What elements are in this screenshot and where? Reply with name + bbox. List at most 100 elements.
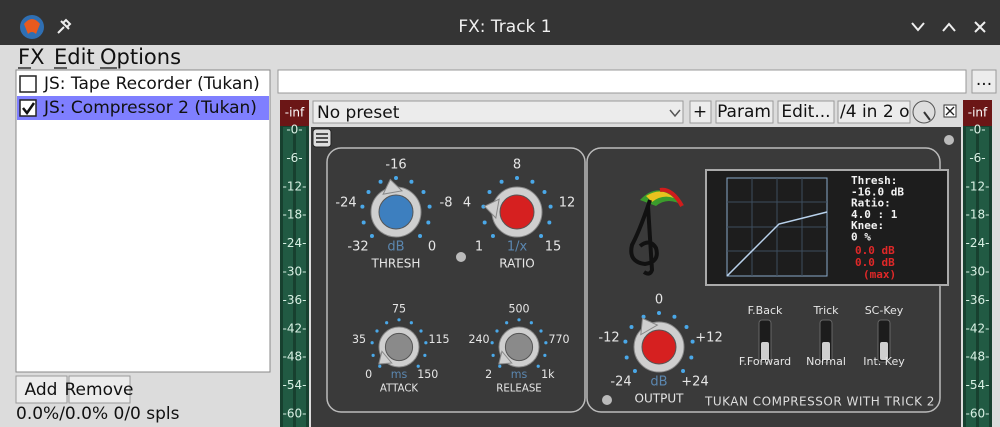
knob-label: -24 bbox=[335, 196, 356, 211]
knob-dot bbox=[641, 314, 646, 319]
left-panel bbox=[326, 147, 586, 413]
knob-name: RATIO bbox=[499, 257, 534, 271]
knob-dot bbox=[490, 234, 495, 239]
knob-label: -8 bbox=[440, 196, 453, 211]
meter-scale: -0- bbox=[286, 123, 302, 137]
knob-label: 150 bbox=[417, 368, 438, 381]
meter-channel bbox=[283, 127, 293, 427]
param-button[interactable] bbox=[715, 100, 774, 124]
transfer-curve bbox=[726, 211, 828, 277]
edit-button[interactable] bbox=[777, 100, 835, 124]
dropdown-arrow bbox=[669, 109, 681, 118]
knob-label: -32 bbox=[347, 240, 368, 255]
knob-label: 240 bbox=[468, 333, 489, 346]
meter-scale: -48- bbox=[283, 350, 307, 364]
knob-dot bbox=[529, 321, 533, 325]
display-line: -16.0 dB bbox=[851, 185, 904, 198]
knob-pointer bbox=[498, 350, 513, 365]
knob-dot bbox=[544, 341, 548, 345]
display-line: 0 % bbox=[851, 231, 871, 244]
meter-scale: -48- bbox=[966, 350, 990, 364]
knobs: -16 -24 -8 -32 dB 0 THRESH 8 4 12 1 1/x 15 RATIO 75 35 1… bbox=[335, 158, 722, 406]
meter-scale: -0- bbox=[969, 123, 985, 137]
knob-pointer bbox=[382, 178, 404, 195]
minimize-button[interactable] bbox=[911, 22, 925, 32]
preset-dropdown[interactable] bbox=[312, 100, 684, 124]
knob-dot bbox=[515, 176, 519, 180]
knob-unit: ms bbox=[391, 368, 408, 381]
knob-cap bbox=[504, 332, 534, 362]
switch-label: Normal bbox=[806, 355, 846, 368]
knob-label: 0 bbox=[655, 293, 663, 308]
knob-unit: dB bbox=[650, 375, 667, 390]
knob-dot bbox=[397, 318, 401, 322]
knob-dot bbox=[689, 355, 694, 360]
close-button[interactable] bbox=[974, 21, 986, 33]
display-line: 4.0 : 1 bbox=[851, 208, 898, 221]
knob-label: 8 bbox=[513, 158, 521, 173]
fx-item[interactable]: JS: Compressor 2 (Tukan) bbox=[43, 98, 257, 118]
maximize-button[interactable] bbox=[942, 22, 956, 32]
switch-lever bbox=[822, 342, 830, 360]
meter-peak bbox=[963, 100, 992, 126]
remove-label: Remove bbox=[65, 380, 134, 400]
knob-cap bbox=[641, 329, 677, 365]
fx-list bbox=[15, 69, 271, 373]
switch-label: SC-Key bbox=[865, 304, 904, 317]
knob-dot bbox=[378, 179, 383, 184]
fx-checkbox[interactable] bbox=[19, 75, 37, 93]
knob-dot bbox=[487, 190, 492, 195]
knob-dot bbox=[385, 321, 389, 325]
knob-dot bbox=[371, 353, 375, 358]
knob-dot bbox=[490, 341, 494, 345]
knob-cap bbox=[499, 194, 535, 230]
title-bar bbox=[0, 0, 1000, 45]
meter-scale: -60- bbox=[283, 407, 307, 421]
fx-item[interactable]: JS: Tape Recorder (Tukan) bbox=[43, 74, 260, 94]
preset-add-button[interactable] bbox=[689, 100, 712, 124]
remove-button[interactable] bbox=[68, 375, 131, 404]
knob-dot bbox=[366, 190, 371, 195]
knob-unit: ms bbox=[511, 368, 528, 381]
meter-scale: -42- bbox=[283, 321, 307, 335]
knob-dot bbox=[505, 321, 509, 325]
meter-scale: -6- bbox=[969, 151, 985, 165]
knob-dot bbox=[681, 369, 686, 374]
switch-label: Int. Key bbox=[863, 355, 905, 368]
knob-dot bbox=[547, 220, 552, 225]
browse-button[interactable] bbox=[971, 69, 997, 94]
switch-label: F.Back bbox=[748, 304, 783, 317]
knob-label: +12 bbox=[695, 331, 722, 346]
knob-name: THRESH bbox=[371, 257, 421, 271]
preset-name: No preset bbox=[317, 103, 400, 123]
knob-name: ATTACK bbox=[380, 384, 419, 395]
knob-dot bbox=[482, 220, 487, 225]
plugin-footer: TUKAN COMPRESSOR WITH TRICK 2 bbox=[704, 395, 935, 409]
menu-item[interactable]: FX bbox=[18, 45, 44, 69]
knob-dot bbox=[491, 353, 495, 358]
text-field[interactable] bbox=[277, 69, 967, 94]
menu-item[interactable]: Options bbox=[100, 45, 181, 69]
io-button[interactable] bbox=[837, 100, 911, 124]
pin-icon[interactable] bbox=[57, 18, 72, 34]
knob-label: -24 bbox=[610, 375, 631, 390]
knob-label: 15 bbox=[545, 240, 562, 255]
meter-channel bbox=[979, 127, 989, 427]
knob-unit: 1/x bbox=[507, 240, 528, 255]
knob-dot bbox=[370, 341, 374, 345]
screw bbox=[602, 395, 612, 405]
display-line: Thresh: bbox=[851, 174, 897, 187]
knob-dot bbox=[548, 204, 553, 209]
meter-scale: -18- bbox=[283, 208, 307, 222]
status-text: 0.0%/0.0% 0/0 spls bbox=[16, 404, 180, 424]
knob-label: 500 bbox=[508, 302, 529, 315]
menu-item[interactable]: Edit bbox=[54, 45, 95, 69]
knob-cap bbox=[378, 194, 414, 230]
add-button[interactable] bbox=[15, 375, 68, 404]
plugin-menu-icon bbox=[316, 133, 328, 143]
knob-label: 12 bbox=[559, 196, 576, 211]
knob-dot bbox=[423, 353, 427, 358]
knob-dot bbox=[418, 234, 423, 239]
knob-dot bbox=[409, 321, 413, 325]
